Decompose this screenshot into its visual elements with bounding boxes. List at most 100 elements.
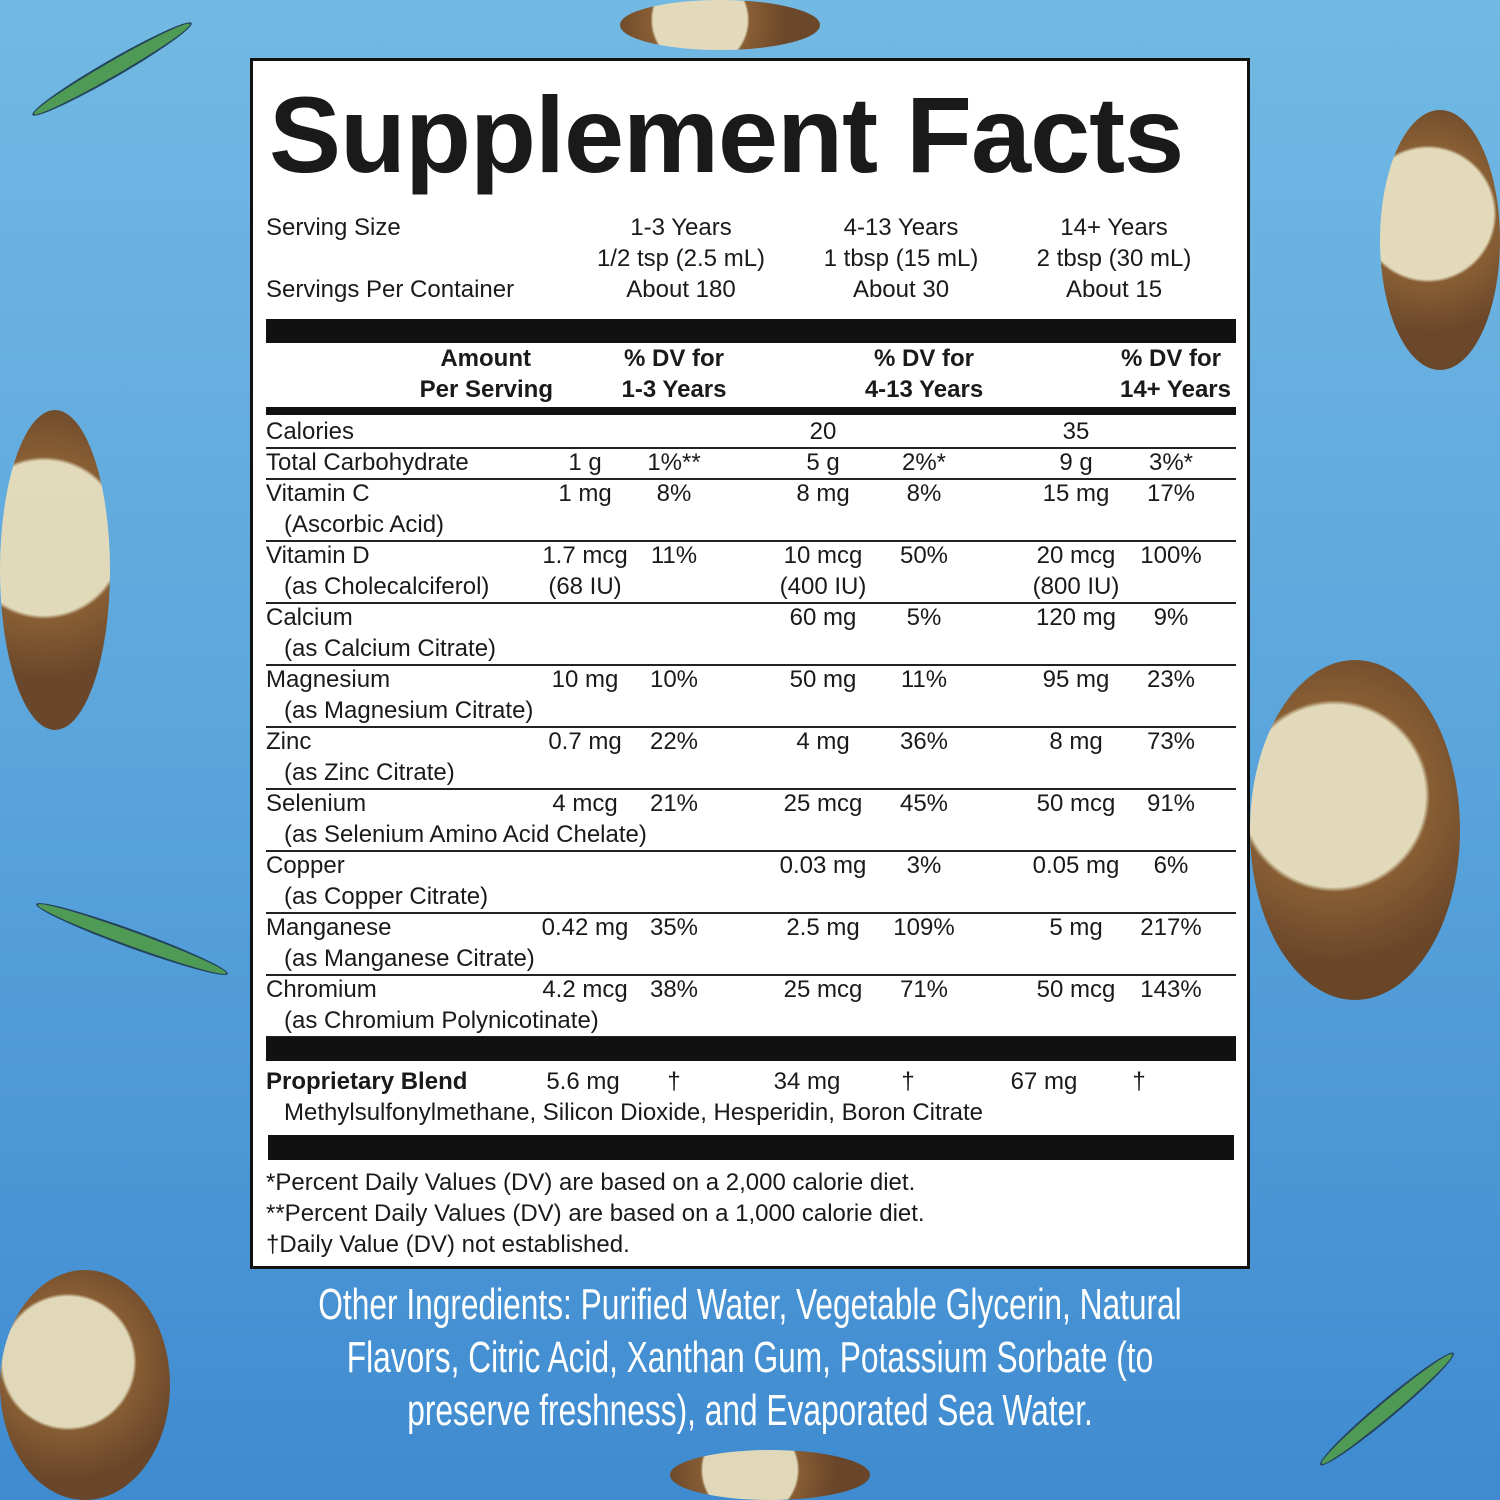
percent-dv: 50%	[899, 542, 949, 569]
table-row: Vitamin D (as Cholecalciferol) 1.7 mcg 11% 1…	[266, 540, 1236, 604]
percent-dv: 91%	[1146, 790, 1196, 817]
percent-dv: 22%	[649, 728, 699, 755]
title: Supplement Facts	[269, 74, 1184, 195]
dagger-mark: †	[1132, 1068, 1146, 1095]
supplement-facts-panel: Supplement Facts Serving Size Servings P…	[250, 58, 1250, 1269]
divider-thick	[268, 1135, 1234, 1160]
amount: 50 mg	[789, 666, 857, 693]
amount: 5 mg	[1049, 914, 1103, 941]
nutrient-name: Vitamin D	[266, 542, 370, 569]
serving-servings: About 15	[1065, 276, 1163, 303]
table-row: Copper (as Copper Citrate) 0.03 mg 3% 0.05 m…	[266, 850, 1236, 914]
amount: 1 mg	[558, 480, 612, 507]
amount-per-serving-header: Amount Per Serving	[420, 343, 553, 405]
amount: 20 mcg	[1036, 542, 1116, 569]
nutrient-source: (as Copper Citrate)	[284, 883, 489, 910]
amount: 35	[1062, 418, 1090, 445]
coconut-illustration	[1380, 110, 1500, 370]
nutrient-source: (as Selenium Amino Acid Chelate)	[284, 821, 647, 848]
table-row: Total Carbohydrate 1 g 1%** 5 g 2%* 9 g 3%*	[266, 447, 1236, 480]
serving-size-label: Serving Size	[266, 214, 401, 241]
nutrient-source: (as Calcium Citrate)	[284, 635, 497, 662]
coconut-illustration	[670, 1450, 870, 1500]
nutrient-name: Total Carbohydrate	[266, 449, 469, 476]
amount: 10 mcg	[783, 542, 863, 569]
serving-age: 4-13 Years	[843, 214, 959, 241]
divider-medium	[266, 407, 1236, 415]
header-line: % DV for	[623, 345, 724, 372]
header-line: % DV for	[1120, 345, 1221, 372]
percent-dv: 11%	[650, 542, 698, 569]
percent-dv: 35%	[649, 914, 699, 941]
percent-dv: 8%	[906, 480, 942, 507]
nutrient-source: (as Manganese Citrate)	[284, 945, 535, 972]
palm-leaf-illustration	[27, 15, 197, 123]
percent-dv: 21%	[649, 790, 699, 817]
percent-dv: 2%*	[901, 449, 947, 476]
table-row: Vitamin C (Ascorbic Acid) 1 mg 8% 8 mg 8% 15 m…	[266, 478, 1236, 542]
amount: 0.42 mg	[541, 914, 629, 941]
table-row: Calcium (as Calcium Citrate) 60 mg 5% 120 mg…	[266, 602, 1236, 666]
percent-dv: 217%	[1140, 914, 1202, 941]
percent-dv: 143%	[1140, 976, 1202, 1003]
amount: 25 mcg	[783, 790, 863, 817]
nutrient-name: Calories	[266, 418, 355, 445]
percent-dv: 109%	[893, 914, 955, 941]
header-line: 1-3 Years	[621, 376, 727, 403]
footnote: **Percent Daily Values (DV) are based on…	[266, 1200, 925, 1227]
palm-leaf-illustration	[33, 895, 231, 983]
serving-size: 1 tbsp (15 mL)	[823, 245, 979, 272]
percent-dv: 9%	[1153, 604, 1189, 631]
amount: 60 mg	[789, 604, 857, 631]
amount: 25 mcg	[783, 976, 863, 1003]
nutrient-name: Vitamin C	[266, 480, 370, 507]
nutrient-name: Copper	[266, 852, 345, 879]
nutrient-source: (as Cholecalciferol)	[284, 573, 490, 600]
footnote: †Daily Value (DV) not established.	[266, 1231, 630, 1258]
table-row: Chromium (as Chromium Polynicotinate) 4.2 …	[266, 974, 1236, 1038]
servings-per-container-label: Servings Per Container	[266, 276, 515, 303]
amount: 0.7 mg	[548, 728, 622, 755]
other-ingredients-text: Other Ingredients: Purified Water, Veget…	[318, 1280, 1182, 1435]
percent-dv: 100%	[1140, 542, 1202, 569]
amount: 1.7 mcg	[542, 542, 628, 569]
amount: 1 g	[568, 449, 602, 476]
dv-header-14-plus: % DV for 14+ Years	[1120, 343, 1231, 405]
amount-iu: (800 IU)	[1032, 573, 1120, 600]
amount: 9 g	[1059, 449, 1093, 476]
amount: 10 mg	[551, 666, 619, 693]
footnote: *Percent Daily Values (DV) are based on …	[266, 1169, 916, 1196]
dagger-mark: †	[667, 1068, 681, 1095]
percent-dv: 5%	[906, 604, 942, 631]
amount: 50 mcg	[1036, 976, 1116, 1003]
divider-thick	[266, 319, 1236, 343]
dv-header-4-13: % DV for 4-13 Years	[865, 343, 983, 405]
serving-age: 14+ Years	[1060, 214, 1168, 241]
other-ingredients: Other Ingredients: Purified Water, Veget…	[150, 1278, 1350, 1437]
nutrient-name: Magnesium	[266, 666, 391, 693]
amount: 120 mg	[1035, 604, 1117, 631]
header-line: 4-13 Years	[864, 376, 984, 403]
percent-dv: 36%	[899, 728, 949, 755]
dv-header-1-3: % DV for 1-3 Years	[622, 343, 727, 405]
amount: 4 mg	[796, 728, 850, 755]
percent-dv: 17%	[1146, 480, 1196, 507]
amount-iu: (400 IU)	[779, 573, 867, 600]
table-row: Magnesium (as Magnesium Citrate) 10 mg 10% 5…	[266, 664, 1236, 728]
header-line: 14+ Years	[1119, 376, 1231, 403]
nutrient-name: Chromium	[266, 976, 377, 1003]
coconut-illustration	[0, 410, 110, 730]
percent-dv: 3%*	[1148, 449, 1194, 476]
nutrient-name: Manganese	[266, 914, 392, 941]
percent-dv: 45%	[899, 790, 949, 817]
amount-iu: (68 IU)	[548, 573, 622, 600]
header-line: % DV for	[873, 345, 974, 372]
serving-size: 1/2 tsp (2.5 mL)	[596, 245, 766, 272]
amount: 20	[809, 418, 837, 445]
table-row: Calories 20 35	[266, 416, 1236, 449]
table-row: Zinc (as Zinc Citrate) 0.7 mg 22% 4 mg 36% 8 m…	[266, 726, 1236, 790]
proprietary-blend-label: Proprietary Blend	[266, 1068, 468, 1095]
amount: 5 g	[806, 449, 840, 476]
amount: 15 mg	[1042, 480, 1110, 507]
nutrient-source: (as Chromium Polynicotinate)	[284, 1007, 599, 1034]
